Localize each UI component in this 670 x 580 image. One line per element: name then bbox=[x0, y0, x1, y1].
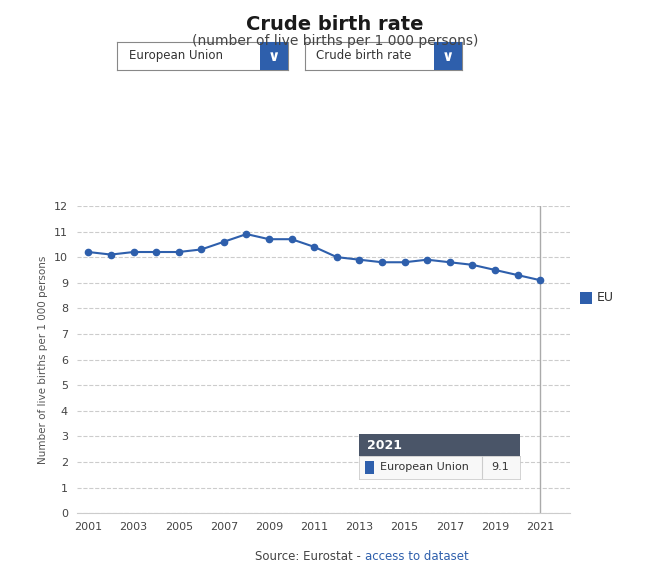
Text: Crude birth rate: Crude birth rate bbox=[316, 49, 411, 62]
Text: EU: EU bbox=[597, 291, 614, 305]
Text: European Union: European Union bbox=[129, 49, 223, 62]
Text: Source: Eurostat -: Source: Eurostat - bbox=[255, 550, 364, 563]
Text: 2021: 2021 bbox=[367, 439, 403, 452]
Text: Crude birth rate: Crude birth rate bbox=[247, 14, 423, 34]
Text: ∨: ∨ bbox=[268, 49, 280, 64]
Text: 9.1: 9.1 bbox=[491, 462, 509, 473]
Text: access to dataset: access to dataset bbox=[365, 550, 469, 563]
Y-axis label: Number of live births per 1 000 persons: Number of live births per 1 000 persons bbox=[38, 255, 48, 464]
Text: (number of live births per 1 000 persons): (number of live births per 1 000 persons… bbox=[192, 34, 478, 48]
Text: European Union: European Union bbox=[381, 462, 469, 473]
Text: ∨: ∨ bbox=[442, 49, 454, 64]
